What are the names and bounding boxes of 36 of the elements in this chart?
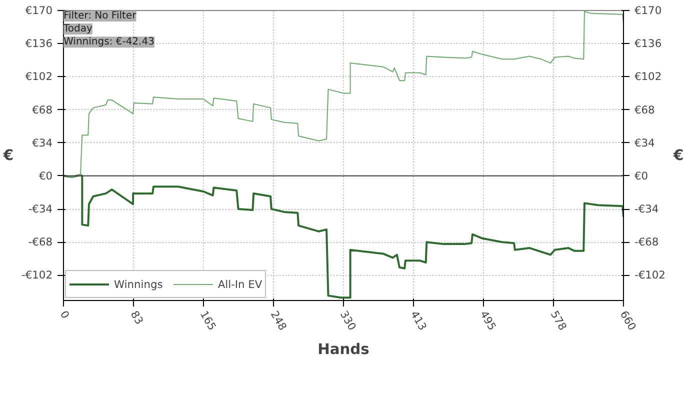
y-tick-label: €170	[25, 4, 53, 17]
y-tick-label: €136	[25, 37, 53, 50]
annotation: Winnings: €-42.43	[64, 36, 154, 48]
y-tick-label: €68	[32, 103, 53, 116]
y-tick-label: €34	[32, 136, 53, 150]
line-series	[64, 10, 624, 178]
x-tick-label: 83	[128, 308, 146, 327]
x-tick-label: 0	[57, 308, 72, 322]
x-tick-label: 578	[548, 308, 570, 333]
legend-label: All-In EV	[218, 278, 262, 290]
y-tick-label: €102	[25, 70, 53, 84]
y-axis-title: €	[2, 147, 14, 164]
x-tick-label: 248	[268, 308, 290, 333]
annotation: Filter: No Filter	[64, 10, 138, 22]
y-tick-label: -€102	[22, 268, 53, 282]
annotation: Today	[62, 24, 93, 35]
y2-tick-label: -€102	[634, 268, 666, 282]
x-tick-label: 413	[408, 308, 430, 333]
y2-tick-label: €0	[634, 169, 648, 182]
x-tick-label: 330	[337, 308, 359, 333]
x-tick-label: 495	[477, 308, 499, 333]
y2-tick-label: €136	[634, 37, 662, 50]
y-tick-label: -€34	[28, 202, 53, 216]
y-tick-label: €0	[38, 169, 53, 182]
y2-tick-label: -€34	[634, 202, 659, 216]
legend-label: Winnings	[114, 278, 163, 290]
y2-tick-label: €34	[634, 136, 656, 150]
y2-tick-label: -€68	[634, 236, 659, 249]
y-tick-label: -€68	[28, 236, 53, 249]
y2-tick-label: €102	[634, 70, 662, 84]
y2-axis-title: €	[672, 147, 684, 164]
x-tick-label: 165	[197, 308, 219, 333]
y2-tick-label: €68	[634, 103, 656, 116]
x-tick-label: 660	[617, 308, 639, 333]
x-axis-title: Hands	[318, 341, 370, 358]
y2-tick-label: €170	[634, 4, 662, 17]
